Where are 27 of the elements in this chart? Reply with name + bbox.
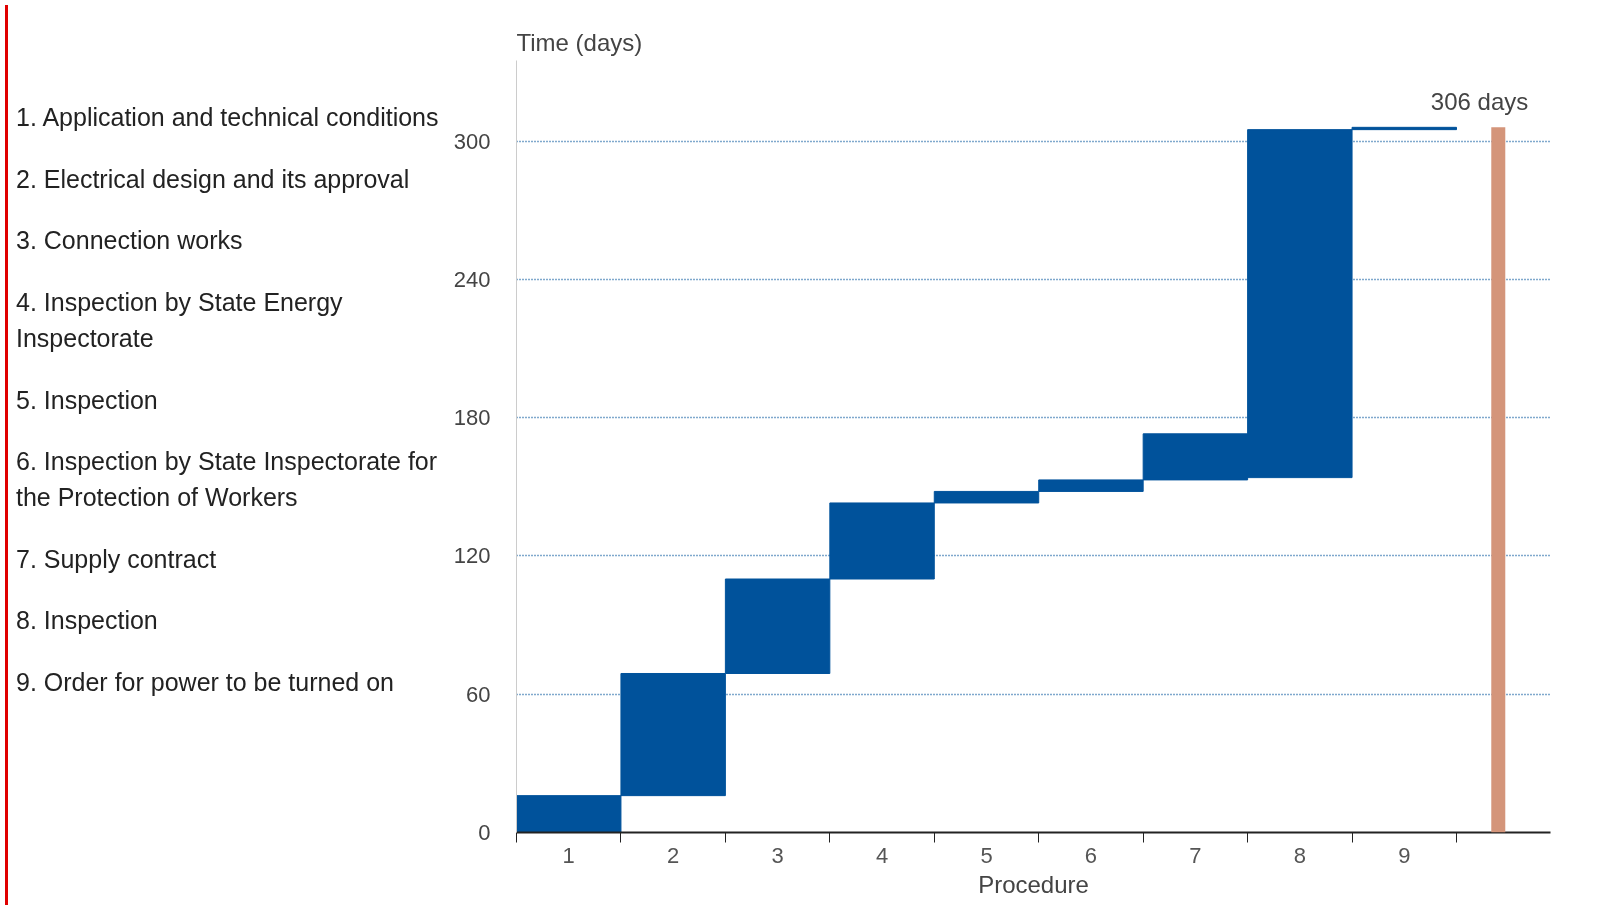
x-axis-title: Procedure bbox=[978, 870, 1089, 898]
text: 9. Order for power to be turned on bbox=[16, 667, 395, 699]
x-tick-label: 7 bbox=[1189, 842, 1202, 868]
text: 3. Connection works bbox=[16, 225, 244, 257]
y-axis-title: Time (days) bbox=[516, 28, 643, 56]
annotation: 306 days bbox=[1430, 88, 1529, 116]
x-tick-label: 4 bbox=[875, 842, 889, 868]
y-tick-label: 300 bbox=[453, 128, 491, 154]
x-tick-label: 1 bbox=[562, 842, 575, 868]
x-tick-label: 3 bbox=[771, 842, 784, 868]
x-tick-label: 8 bbox=[1293, 842, 1306, 868]
x-tick-label: 5 bbox=[980, 842, 993, 868]
y-tick-label: 120 bbox=[453, 543, 491, 569]
text: 7. Supply contract bbox=[16, 543, 218, 575]
text: 6. Inspection by State Inspectorate for the Protection of Workers bbox=[16, 446, 439, 513]
y-tick-label: 240 bbox=[453, 266, 491, 292]
text: 2. Electrical design and its approval bbox=[16, 163, 411, 195]
x-tick-label: 2 bbox=[667, 842, 680, 868]
text: 8. Inspection bbox=[16, 605, 159, 637]
text: 4. Inspection by State Energy Inspectorate bbox=[16, 287, 344, 354]
x-tick-label: 6 bbox=[1084, 842, 1098, 868]
x-tick-label: 9 bbox=[1398, 842, 1411, 868]
y-tick-label: 180 bbox=[453, 405, 491, 431]
text: 1. Application and technical conditions bbox=[16, 102, 440, 133]
y-tick-label: 60 bbox=[466, 681, 491, 707]
y-tick-label: 0 bbox=[478, 820, 491, 845]
text: 5. Inspection bbox=[16, 384, 159, 416]
